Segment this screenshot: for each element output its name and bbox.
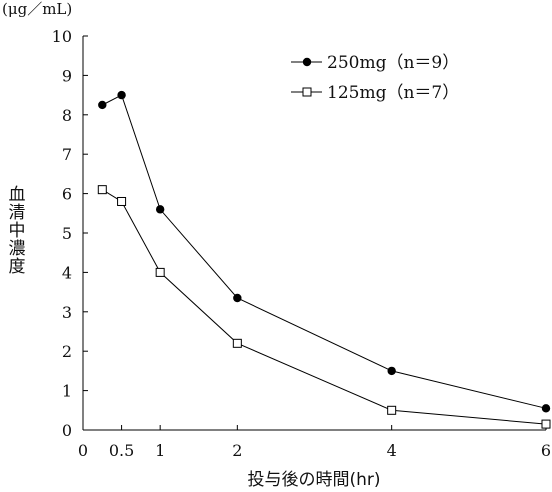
data-point (97, 185, 107, 195)
legend-marker (302, 57, 312, 67)
x-tick-label: 0 (78, 441, 88, 460)
x-tick-label: 1 (155, 441, 165, 460)
data-point (387, 366, 396, 376)
y-tick-label: 8 (62, 106, 72, 125)
x-tick-label: 4 (387, 441, 397, 460)
x-tick-label: 6 (541, 441, 551, 460)
data-point (155, 267, 165, 277)
y-tick-label: 9 (62, 66, 72, 85)
data-point (98, 100, 107, 110)
y-axis-label: 血清中濃度 (9, 185, 26, 277)
plot-area (97, 90, 551, 429)
y-axis-label-char: 度 (9, 257, 26, 277)
y-axis-label-char: 血 (9, 185, 26, 205)
series-line-2 (102, 189, 547, 425)
y-axis-label-char: 清 (9, 203, 26, 223)
x-tick-label: 2 (232, 441, 242, 460)
legend-marker (302, 87, 312, 97)
y-tick-label: 1 (62, 382, 72, 401)
data-point (541, 419, 551, 429)
y-tick-label: 10 (52, 27, 72, 46)
legend-label: 250mg（n＝9） (327, 53, 459, 73)
y-axis-label-char: 濃 (9, 239, 26, 259)
y-tick-label: 5 (62, 224, 72, 243)
data-point (117, 196, 127, 206)
legend-label: 125mg（n＝7） (327, 83, 459, 103)
legend: 250mg（n＝9） 125mg（n＝7） (291, 53, 459, 103)
data-point (117, 90, 126, 100)
y-tick-label: 0 (62, 421, 72, 440)
data-point (387, 405, 397, 415)
y-tick-label: 7 (62, 145, 72, 164)
series-line-1 (102, 94, 547, 409)
data-point (232, 338, 242, 348)
axes: 0 1 2 3 4 5 6 7 8 9 10 0 0.5 1 2 4 6 (52, 27, 551, 460)
y-tick-label: 2 (62, 342, 72, 361)
y-tick-label: 6 (62, 185, 72, 204)
data-point (233, 293, 242, 303)
y-axis-label-char: 中 (9, 221, 26, 241)
x-axis-label: 投与後の時間(hr) (247, 470, 380, 490)
y-tick-label: 3 (62, 303, 72, 322)
data-point (541, 404, 551, 413)
y-unit-label: (μg／mL) (2, 0, 72, 18)
x-tick-label: 0.5 (109, 441, 134, 460)
y-tick-label: 4 (62, 263, 72, 282)
data-point (155, 205, 165, 214)
